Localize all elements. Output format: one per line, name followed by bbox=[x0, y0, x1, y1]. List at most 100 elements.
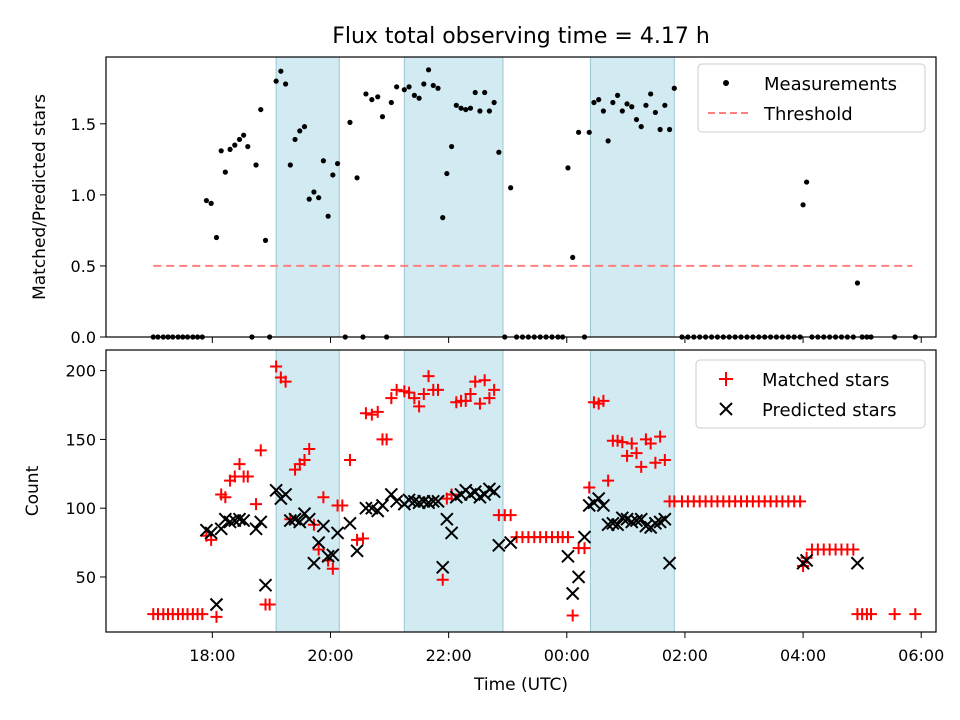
bottom-predicted-stars-point-76 bbox=[658, 512, 672, 526]
bottom-matched-stars-point-85 bbox=[578, 542, 591, 555]
top-measurements-point-26 bbox=[273, 78, 279, 84]
bottom-predicted-stars-point-74 bbox=[648, 516, 663, 531]
top-measurements-point-66 bbox=[472, 89, 478, 96]
bottom-matched-stars-point-95 bbox=[625, 437, 638, 450]
bottom-predicted-stars-point-12 bbox=[269, 483, 283, 498]
bottom-matched-stars-point-69 bbox=[488, 383, 501, 396]
bottom-matched-stars-point-97 bbox=[635, 460, 648, 473]
top-measurements-point-55 bbox=[421, 81, 427, 87]
top-measurements-point-98 bbox=[638, 124, 644, 130]
bottom-predicted-stars-point-59 bbox=[577, 530, 592, 544]
top-measurements-point-30 bbox=[292, 136, 298, 143]
top-measurements-point-97 bbox=[633, 116, 640, 123]
bottom-matched-stars-point-42 bbox=[356, 532, 369, 545]
bottom-predicted-stars-point-24 bbox=[326, 548, 340, 562]
bottom-predicted-stars-point-36 bbox=[407, 494, 422, 509]
top-measurements-point-87 bbox=[586, 129, 592, 135]
bottom-predicted-stars-point-21 bbox=[311, 535, 326, 550]
top-measurements-point-58 bbox=[435, 85, 441, 91]
top-observing-span-2 bbox=[589, 56, 675, 338]
bottom-matched-stars-point-49 bbox=[390, 383, 403, 396]
top-measurements-point-84 bbox=[570, 254, 576, 261]
bottom-predicted-stars-point-22 bbox=[316, 519, 331, 533]
bottom-y-tick-label-1: 100 bbox=[65, 499, 96, 518]
top-measurements-point-14 bbox=[218, 148, 224, 154]
bottom-predicted-stars-point-37 bbox=[412, 495, 426, 510]
top-measurements-point-128 bbox=[804, 179, 810, 185]
top-measurements-point-18 bbox=[236, 136, 243, 143]
bottom-predicted-stars-point-63 bbox=[596, 498, 611, 513]
bottom-x-tick-label-1: 20:00 bbox=[307, 646, 353, 665]
top-measurements-point-127 bbox=[800, 202, 806, 208]
bottom-matched-stars-point-34 bbox=[312, 543, 325, 556]
bottom-matched-stars-point-125 bbox=[794, 495, 807, 508]
top-measurements-point-92 bbox=[610, 99, 616, 106]
bottom-matched-stars-point-90 bbox=[602, 474, 615, 487]
count-plot: 50 100 150 200 18:00 20:00 22:00 00:00 02:00 04:0… bbox=[65, 349, 944, 665]
top-measurements-point-63 bbox=[458, 105, 464, 111]
top-measurements-point-47 bbox=[379, 114, 386, 120]
bottom-matched-stars-point-96 bbox=[630, 447, 643, 460]
top-measurements-point-69 bbox=[486, 108, 492, 114]
bottom-predicted-stars-point-56 bbox=[561, 549, 575, 564]
top-measurements-point-93 bbox=[614, 92, 621, 98]
bottom-matched-stars-point-15 bbox=[219, 491, 232, 504]
bottom-matched-stars-point-63 bbox=[459, 394, 472, 407]
top-measurements-point-73 bbox=[508, 185, 514, 191]
bottom-x-tick-label-5: 04:00 bbox=[780, 646, 826, 665]
bottom-predicted-stars-point-3 bbox=[214, 522, 228, 536]
top-measurements-point-56 bbox=[425, 67, 432, 73]
bottom-matched-stars-point-55 bbox=[422, 370, 435, 383]
bottom-predicted-stars-point-26 bbox=[343, 516, 357, 531]
top-measurements-point-71 bbox=[496, 149, 502, 155]
top-measurements-point-94 bbox=[619, 108, 625, 114]
bottom-predicted-stars-point-31 bbox=[375, 498, 390, 513]
bottom-observing-span-0 bbox=[275, 349, 340, 633]
bottom-x-tick-label-2: 22:00 bbox=[426, 646, 472, 665]
bottom-legend-box bbox=[695, 359, 926, 429]
top-measurements-point-31 bbox=[297, 128, 303, 134]
bottom-y-tick-label-2: 150 bbox=[65, 430, 96, 449]
top-measurements-point-83 bbox=[565, 165, 571, 171]
bottom-predicted-stars-point-55 bbox=[503, 535, 518, 550]
top-y-tick-label-1: 0.5 bbox=[71, 257, 96, 276]
bottom-predicted-stars-point-17 bbox=[293, 515, 307, 529]
bottom-matched-stars-point-82 bbox=[561, 531, 574, 544]
bottom-x-tick-label-4: 02:00 bbox=[662, 646, 708, 665]
legend-predicted-label: Predicted stars bbox=[762, 400, 896, 421]
top-measurements-point-17 bbox=[232, 142, 238, 148]
bottom-predicted-stars-point-9 bbox=[249, 522, 263, 536]
top-measurements-point-22 bbox=[253, 162, 259, 168]
top-measurements-point-53 bbox=[411, 92, 417, 98]
top-measurements-point-12 bbox=[208, 200, 214, 206]
bottom-matched-stars-point-58 bbox=[436, 573, 449, 586]
top-measurements-point-91 bbox=[605, 138, 611, 144]
bottom-matched-stars-point-101 bbox=[654, 430, 667, 443]
bottom-matched-stars-point-64 bbox=[464, 388, 477, 401]
x-axis-label: Time (UTC) bbox=[473, 675, 568, 695]
bottom-predicted-stars-point-77 bbox=[662, 556, 677, 570]
bottom-predicted-stars-point-64 bbox=[601, 517, 615, 532]
bottom-matched-stars-point-52 bbox=[408, 392, 421, 405]
legend-measurements-label: Measurements bbox=[764, 74, 897, 95]
bottom-matched-stars-point-57 bbox=[432, 383, 444, 396]
bottom-matched-stars-point-45 bbox=[371, 405, 384, 418]
top-measurements-point-60 bbox=[444, 170, 450, 177]
bottom-x-tick-label-0: 18:00 bbox=[189, 646, 235, 665]
bottom-predicted-stars-point-10 bbox=[254, 515, 268, 529]
top-y-tick-label-3: 1.5 bbox=[71, 115, 96, 134]
bottom-predicted-stars-point-53 bbox=[487, 484, 501, 499]
top-measurements-point-95 bbox=[624, 101, 630, 107]
top-measurements-point-137 bbox=[854, 280, 861, 286]
bottom-matched-stars-point-27 bbox=[279, 375, 292, 388]
bottom-y-axis-label: Count bbox=[23, 465, 43, 516]
top-measurements-point-50 bbox=[394, 84, 400, 90]
top-measurements-point-11 bbox=[203, 197, 210, 204]
top-measurements-point-28 bbox=[282, 81, 289, 87]
top-axes-frame bbox=[105, 56, 937, 338]
bottom-matched-stars-point-41 bbox=[351, 533, 364, 546]
top-measurements-point-41 bbox=[347, 119, 353, 125]
bottom-matched-stars-point-102 bbox=[658, 454, 671, 467]
top-measurements-point-88 bbox=[591, 99, 597, 106]
bottom-predicted-stars-point-43 bbox=[440, 512, 454, 526]
